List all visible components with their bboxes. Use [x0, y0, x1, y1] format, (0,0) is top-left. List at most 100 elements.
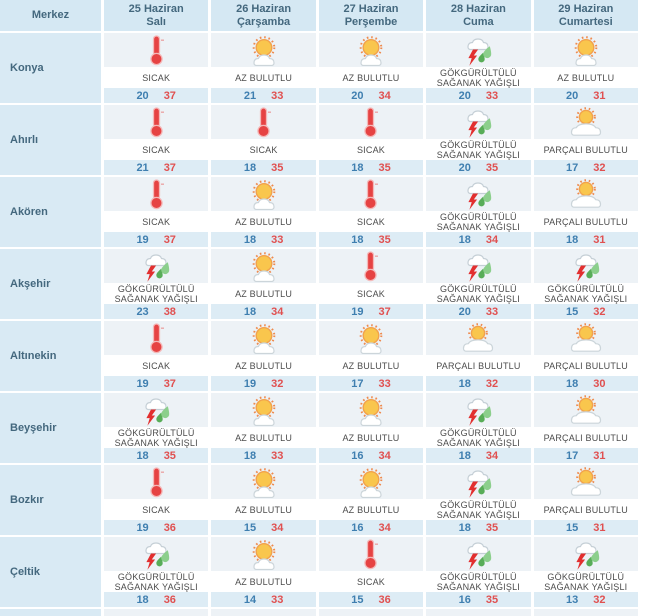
city-label: Akören	[0, 177, 101, 247]
column-header-merkez: Merkez	[0, 0, 101, 31]
sun-small-cloud-icon	[245, 395, 283, 426]
temp-max: 34	[485, 449, 499, 462]
temp-min: 17	[566, 449, 579, 462]
weather-cell: SICAK 21 37	[104, 105, 209, 175]
temp-max: 32	[271, 377, 284, 390]
condition-label: AZ BULUTLU	[211, 501, 316, 520]
temp-min: 18	[243, 161, 257, 174]
temperature-cell: 13 32	[533, 592, 638, 607]
condition-label: SICAK	[104, 357, 209, 376]
weather-cell: SICAK 18 35	[318, 105, 424, 175]
condition-label: PARÇALI BULUTLU	[533, 357, 638, 376]
weather-icon-cell	[104, 33, 209, 67]
partial-next-row-city	[0, 609, 101, 616]
sun-small-cloud-icon	[567, 35, 605, 66]
temp-max: 32	[593, 305, 606, 318]
temperature-cell: 17 33	[318, 376, 424, 391]
temperature-cell: 18 35	[426, 520, 531, 535]
temp-min: 19	[136, 233, 149, 246]
condition-label: GÖKGÜRÜLTÜLÜ SAĞANAK YAĞIŞLI	[426, 572, 531, 592]
thermometer-icon	[148, 466, 165, 498]
weather-cell: PARÇALI BULUTLU 17 31	[533, 393, 638, 463]
thunderstorm-rain-icon	[459, 466, 497, 499]
weather-icon-cell	[104, 465, 209, 499]
condition-label: GÖKGÜRÜLTÜLÜ SAĞANAK YAĞIŞLI	[533, 572, 638, 592]
condition-label: GÖKGÜRÜLTÜLÜ SAĞANAK YAĞIŞLI	[426, 500, 531, 520]
temp-min: 15	[566, 305, 579, 318]
weather-icon-cell	[533, 321, 638, 355]
weather-cell: SICAK 19 37	[104, 321, 209, 391]
temp-max: 37	[378, 305, 391, 318]
temperature-cell: 18 33	[211, 232, 316, 247]
temp-max: 30	[593, 377, 606, 390]
weather-cell: AZ BULUTLU 21 33	[211, 33, 316, 103]
weather-cell: AZ BULUTLU 20 34	[318, 33, 424, 103]
weather-cell: SICAK 18 35	[318, 177, 424, 247]
column-header-day: 27 Haziran Perşembe	[318, 0, 424, 31]
weather-icon-cell	[426, 537, 531, 571]
temp-min: 18	[566, 233, 579, 246]
temp-min: 18	[351, 233, 364, 246]
thunderstorm-rain-icon	[567, 538, 605, 571]
weather-icon-cell	[318, 249, 424, 283]
condition-label: AZ BULUTLU	[211, 285, 316, 304]
condition-label: AZ BULUTLU	[318, 429, 424, 448]
condition-label: GÖKGÜRÜLTÜLÜ SAĞANAK YAĞIŞLI	[426, 428, 531, 448]
temp-min: 21	[136, 161, 149, 174]
thunderstorm-rain-icon	[459, 538, 497, 571]
temp-min: 18	[458, 521, 471, 534]
temp-max: 34	[378, 521, 391, 534]
weather-cell: PARÇALI BULUTLU 17 32	[533, 105, 638, 175]
temp-min: 19	[243, 377, 257, 390]
condition-label: AZ BULUTLU	[533, 69, 638, 88]
temp-min: 16	[351, 521, 364, 534]
condition-label: AZ BULUTLU	[211, 69, 316, 88]
weather-cell: GÖKGÜRÜLTÜLÜ SAĞANAK YAĞIŞLI 18 35	[426, 465, 531, 535]
thunderstorm-rain-icon	[459, 106, 497, 139]
condition-label: AZ BULUTLU	[318, 501, 424, 520]
condition-label: SICAK	[318, 141, 424, 160]
weather-icon-cell	[318, 105, 424, 139]
temperature-cell: 20 33	[426, 88, 531, 103]
condition-label: SICAK	[104, 213, 209, 232]
temp-max: 34	[271, 305, 284, 318]
temp-min: 20	[566, 89, 579, 102]
weather-icon-cell	[211, 393, 316, 427]
temp-min: 18	[136, 449, 149, 462]
temp-max: 35	[485, 521, 499, 534]
temp-min: 20	[458, 89, 471, 102]
condition-label: SICAK	[318, 285, 424, 304]
temp-max: 37	[163, 233, 176, 246]
partial-next-row-cell	[318, 609, 424, 616]
temp-min: 18	[243, 305, 257, 318]
temp-min: 17	[566, 161, 579, 174]
weather-icon-cell	[211, 177, 316, 211]
temperature-cell: 20 35	[426, 160, 531, 175]
weather-icon-cell	[211, 537, 316, 571]
partial-next-row-cell	[533, 609, 638, 616]
condition-label: GÖKGÜRÜLTÜLÜ SAĞANAK YAĞIŞLI	[426, 284, 531, 304]
weather-cell: GÖKGÜRÜLTÜLÜ SAĞANAK YAĞIŞLI 20 35	[426, 105, 531, 175]
sun-small-cloud-icon	[245, 323, 283, 354]
temp-min: 18	[458, 233, 471, 246]
temperature-cell: 18 31	[533, 232, 638, 247]
temp-max: 33	[485, 305, 499, 318]
weather-icon-cell	[318, 465, 424, 499]
temp-min: 18	[458, 377, 471, 390]
weather-icon-cell	[533, 249, 638, 283]
weather-cell: GÖKGÜRÜLTÜLÜ SAĞANAK YAĞIŞLI 18 35	[104, 393, 209, 463]
temperature-cell: 15 32	[533, 304, 638, 319]
temp-min: 15	[566, 521, 579, 534]
weather-cell: PARÇALI BULUTLU 18 31	[533, 177, 638, 247]
partial-next-row-cell	[426, 609, 531, 616]
temperature-cell: 20 37	[104, 88, 209, 103]
temp-max: 32	[593, 593, 606, 606]
condition-label: AZ BULUTLU	[211, 213, 316, 232]
temperature-cell: 16 34	[318, 520, 424, 535]
sun-small-cloud-icon	[352, 467, 390, 498]
sun-small-cloud-icon	[352, 323, 390, 354]
header-date: 26 Haziran	[236, 2, 292, 15]
temperature-cell: 15 31	[533, 520, 638, 535]
partial-next-row-cell	[104, 609, 209, 616]
